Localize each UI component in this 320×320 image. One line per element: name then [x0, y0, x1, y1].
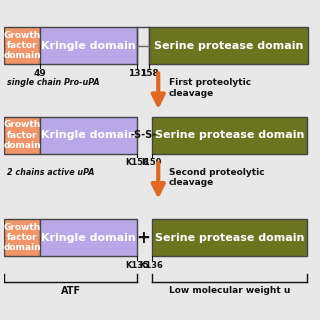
Text: Low molecular weight u: Low molecular weight u [169, 286, 290, 295]
Text: K158: K158 [125, 158, 149, 167]
Text: Kringle domain: Kringle domain [41, 41, 136, 51]
Text: -S-S-: -S-S- [131, 130, 157, 140]
Text: K136: K136 [140, 261, 164, 270]
FancyBboxPatch shape [4, 219, 40, 256]
Text: Growth
factor
domain: Growth factor domain [4, 120, 41, 150]
Text: Growth
factor
domain: Growth factor domain [4, 31, 41, 60]
Text: First proteolytic
cleavage: First proteolytic cleavage [169, 78, 251, 98]
Text: Serine protease domain: Serine protease domain [154, 41, 303, 51]
FancyBboxPatch shape [152, 219, 307, 256]
Text: 158: 158 [140, 69, 158, 78]
Text: Serine protease domain: Serine protease domain [155, 130, 304, 140]
Text: Growth
factor
domain: Growth factor domain [4, 223, 41, 252]
Text: Second proteolytic
cleavage: Second proteolytic cleavage [169, 168, 265, 187]
FancyBboxPatch shape [4, 27, 40, 64]
Text: 2 chains active uPA: 2 chains active uPA [7, 168, 94, 177]
FancyBboxPatch shape [152, 117, 307, 154]
Text: 131: 131 [128, 69, 147, 78]
Text: +: + [137, 228, 151, 247]
FancyBboxPatch shape [40, 219, 137, 256]
FancyBboxPatch shape [40, 117, 137, 154]
Text: Kringle domain: Kringle domain [41, 130, 136, 140]
Text: I159: I159 [141, 158, 162, 167]
Text: single chain Pro-uPA: single chain Pro-uPA [7, 78, 100, 87]
FancyBboxPatch shape [149, 27, 308, 64]
Text: 49: 49 [34, 69, 47, 78]
Text: K135: K135 [125, 261, 149, 270]
Text: Kringle domain: Kringle domain [41, 233, 136, 243]
Text: Serine protease domain: Serine protease domain [155, 233, 304, 243]
Text: ATF: ATF [61, 286, 81, 296]
FancyBboxPatch shape [40, 27, 137, 64]
FancyBboxPatch shape [4, 117, 40, 154]
